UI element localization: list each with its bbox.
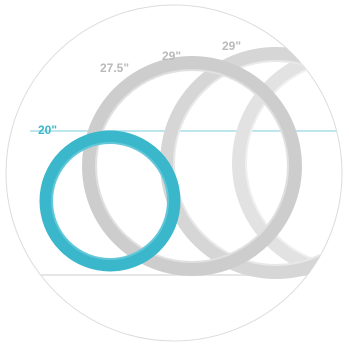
wheel-ring-27-5-inner [95, 69, 289, 263]
wheel-ring-20 [39, 130, 181, 272]
label-29-inch-a: 29" [162, 49, 181, 63]
diagram-content [30, 47, 342, 279]
wheel-ring-29-a-inner [173, 60, 342, 266]
wheel-ring-29-b-inner [245, 60, 342, 266]
wheel-ring-27-5 [82, 56, 302, 276]
label-20-inch: 20" [38, 123, 57, 137]
label-27-5-inch: 27.5" [100, 61, 129, 75]
wheel-ring-20-inner [51, 142, 169, 260]
wheel-ring-29-b [232, 47, 342, 279]
label-29-inch-b: 29" [222, 39, 241, 53]
